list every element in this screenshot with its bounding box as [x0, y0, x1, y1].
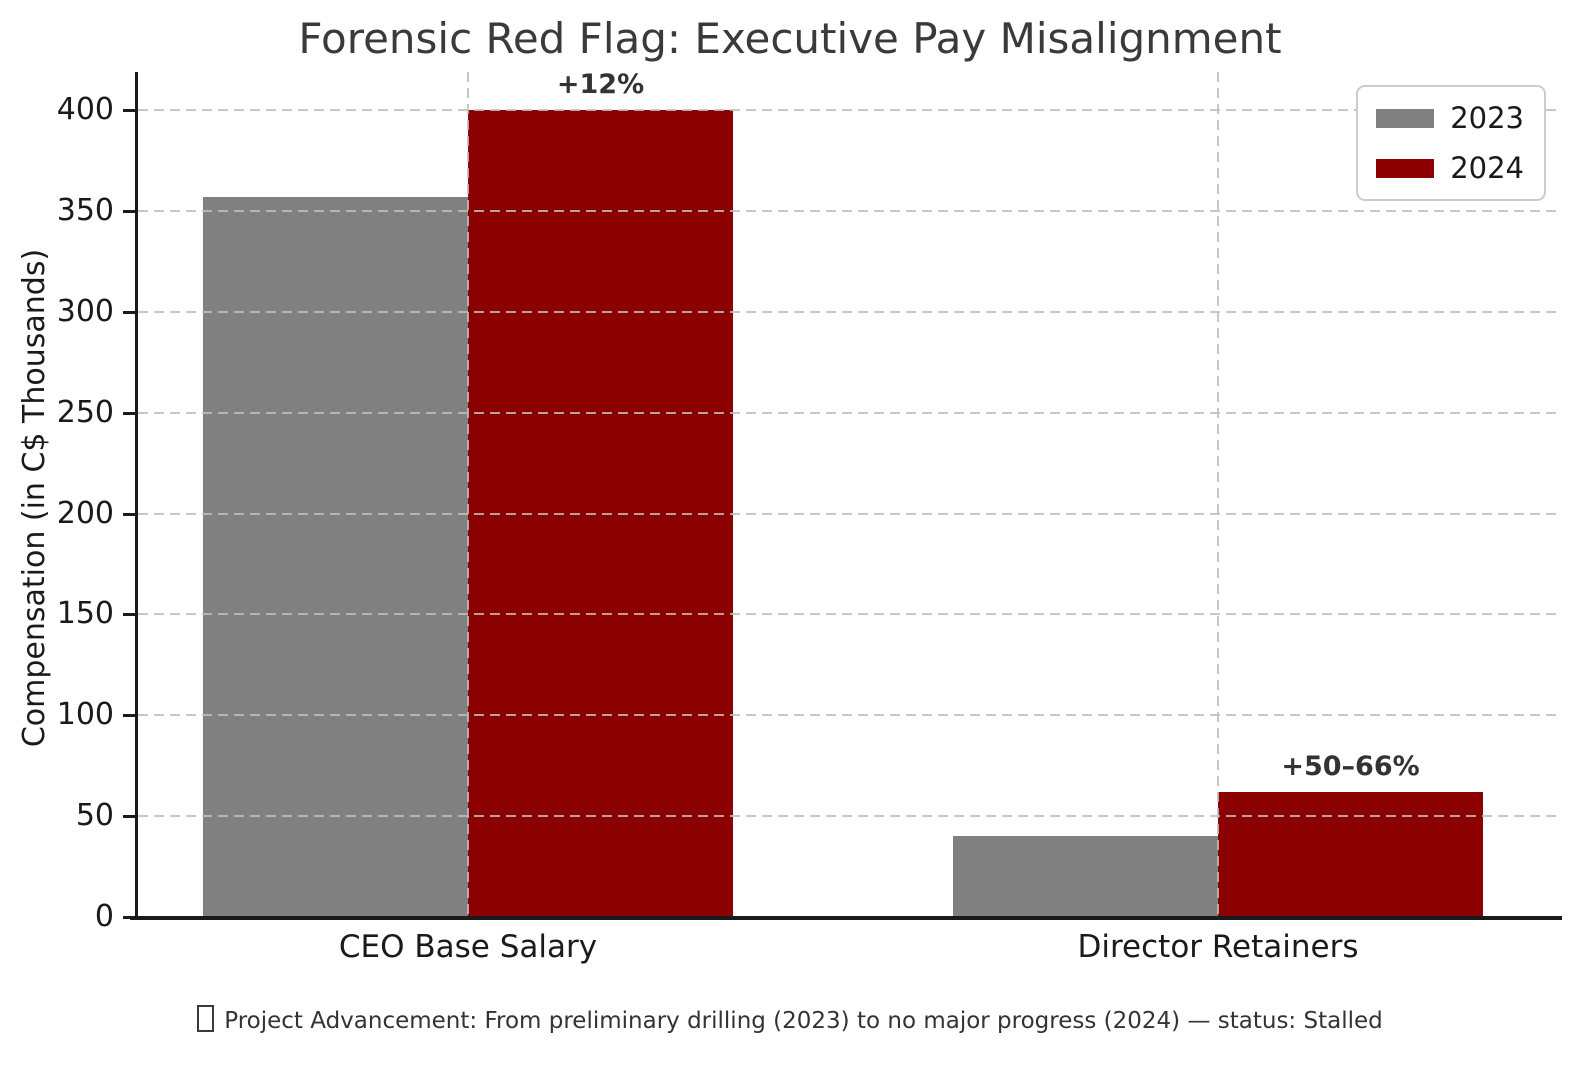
legend: 2023 2024	[1356, 85, 1546, 201]
chart-title: Forensic Red Flag: Executive Pay Misalig…	[298, 14, 1282, 63]
legend-swatch	[1376, 108, 1435, 128]
y-tick-mark	[123, 311, 135, 314]
legend-label: 2024	[1450, 151, 1524, 185]
gridline-vertical	[467, 72, 469, 917]
gridline-horizontal	[138, 815, 1562, 817]
gridline-horizontal	[138, 412, 1562, 414]
y-tick-mark	[123, 210, 135, 213]
y-tick-mark	[123, 412, 135, 415]
bar-2024-director-retainers	[1218, 792, 1483, 917]
y-tick-label: 100	[56, 697, 114, 732]
y-tick-mark	[123, 815, 135, 818]
x-tick-label: CEO Base Salary	[338, 929, 598, 965]
y-tick-label: 350	[56, 193, 114, 228]
bar-2023-director-retainers	[953, 836, 1218, 917]
gridline-horizontal	[138, 714, 1562, 716]
y-axis-spine	[135, 72, 138, 920]
y-tick-mark	[123, 109, 135, 112]
gridline-horizontal	[138, 109, 1562, 111]
legend-label: 2023	[1450, 101, 1524, 135]
gridline-horizontal	[138, 613, 1562, 615]
y-tick-mark	[123, 916, 135, 919]
y-tick-label: 400	[56, 92, 114, 127]
gridline-horizontal	[138, 210, 1562, 212]
x-axis-spine	[130, 916, 1562, 920]
y-tick-mark	[123, 714, 135, 717]
x-tick-label: Director Retainers	[1077, 929, 1359, 965]
gridline-vertical	[1217, 72, 1219, 917]
y-tick-mark	[123, 513, 135, 516]
y-tick-label: 50	[75, 798, 114, 833]
legend-swatch	[1376, 158, 1435, 178]
y-tick-label: 250	[56, 395, 114, 430]
y-tick-mark	[123, 613, 135, 616]
bar-2023-ceo-base-salary	[203, 197, 468, 917]
gridline-horizontal	[138, 311, 1562, 313]
footnote-text: Project Advancement: From preliminary dr…	[224, 1008, 1383, 1034]
y-tick-label: 150	[56, 596, 114, 631]
legend-item-2024: 2024	[1376, 151, 1524, 185]
missing-glyph-icon	[197, 1005, 215, 1032]
y-tick-label: 0	[94, 899, 114, 934]
legend-item-2023: 2023	[1376, 101, 1524, 135]
plot-area: +12% +50–66%	[130, 69, 1562, 920]
bar-annotation: +12%	[556, 69, 645, 100]
y-tick-label: 200	[56, 496, 114, 531]
footnote: Project Advancement: From preliminary dr…	[0, 1005, 1580, 1034]
bar-annotation: +50–66%	[1281, 751, 1420, 782]
gridline-horizontal	[138, 513, 1562, 515]
y-tick-label: 300	[56, 294, 114, 329]
